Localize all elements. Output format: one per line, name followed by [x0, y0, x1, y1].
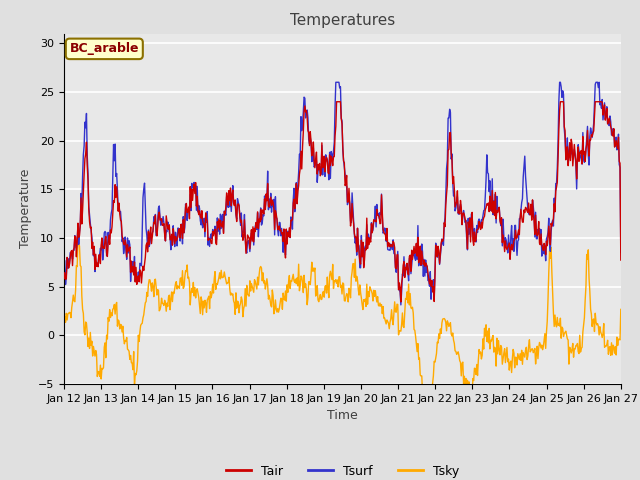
Line: Tsky: Tsky [64, 240, 621, 414]
Tair [70, 245, 78, 251]
Text: BC_arable: BC_arable [70, 42, 139, 55]
Line: Tsurf: Tsurf [64, 82, 621, 305]
X-axis label: Time: Time [327, 409, 358, 422]
Tair [333, 99, 340, 105]
Tsky [128, 360, 136, 366]
Tsky [74, 237, 82, 243]
Tsurf [428, 281, 436, 287]
Tsurf [184, 209, 192, 215]
Tair [397, 299, 404, 305]
Y-axis label: Temperature: Temperature [19, 169, 33, 249]
Tair [184, 209, 192, 215]
Tair [60, 276, 68, 281]
Title: Temperatures: Temperatures [290, 13, 395, 28]
Tair [214, 219, 221, 225]
Tsurf [214, 215, 221, 221]
Tair [428, 277, 436, 283]
Tsky [428, 391, 436, 396]
Line: Tair: Tair [64, 102, 621, 302]
Tsurf [617, 250, 625, 255]
Tair [617, 257, 625, 263]
Tsky [411, 327, 419, 333]
Tsurf [127, 264, 135, 269]
Tsky [70, 298, 78, 304]
Tsurf [70, 248, 78, 253]
Tsky [60, 318, 68, 324]
Tsurf [332, 79, 340, 85]
Tsky [422, 411, 430, 417]
Tsurf [397, 302, 404, 308]
Legend: Tair, Tsurf, Tsky: Tair, Tsurf, Tsky [221, 460, 464, 480]
Tsky [214, 278, 222, 284]
Tsurf [412, 257, 419, 263]
Tsky [617, 307, 625, 312]
Tair [127, 258, 135, 264]
Tsky [185, 275, 193, 280]
Tair [412, 248, 419, 254]
Tsurf [60, 280, 68, 286]
